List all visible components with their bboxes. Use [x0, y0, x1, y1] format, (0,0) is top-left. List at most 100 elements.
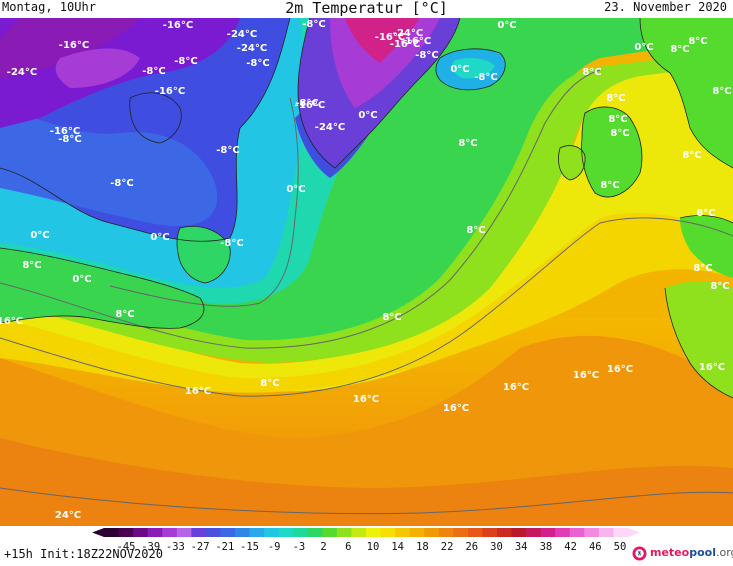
- meteopool-logo-icon: M: [632, 546, 647, 561]
- colorbar-tick-label: -27: [191, 541, 210, 553]
- temperature-label: 8°C: [696, 208, 715, 219]
- colorbar-cell: [511, 528, 527, 537]
- greenland-coast-cold: [295, 113, 370, 178]
- temperature-label: 0°C: [72, 274, 91, 285]
- colorbar-cell: [191, 528, 207, 537]
- ireland-land: [558, 145, 586, 180]
- map-footer: -45 -39 -33 -27 -21 -15 -9 -3 2 6 10 14 18 22 26 30 34 38…: [0, 526, 733, 566]
- colorbar-cell: [380, 528, 396, 537]
- temperature-label: -8°C: [110, 178, 133, 189]
- violet-patch: [55, 48, 140, 88]
- colorbar-cell: [322, 528, 338, 537]
- coastline-uk: [581, 106, 643, 198]
- colorbar-cell: [336, 528, 352, 537]
- logo-text-domain: .org: [715, 546, 733, 559]
- colorbar-cell: [249, 528, 265, 537]
- colorbar-tick-label: 42: [564, 541, 577, 553]
- temperature-label: -16°C: [295, 100, 325, 111]
- coastline-canada-north: [0, 18, 291, 242]
- logo-text-meteo: meteo: [650, 546, 690, 559]
- colorbar-tick-label: -45: [117, 541, 136, 553]
- temperature-label: 0°C: [497, 20, 516, 31]
- temperature-label: -8°C: [474, 72, 497, 83]
- coastlines: [0, 18, 733, 399]
- temperature-label: 0°C: [30, 230, 49, 241]
- colorbar-tick-label: 34: [515, 541, 528, 553]
- colorbar-cell: [569, 528, 585, 537]
- forecast-time: Montag, 10Uhr: [2, 0, 96, 14]
- colorbar-cell: [497, 528, 513, 537]
- logo-mark-letter: M: [637, 552, 642, 559]
- coastline-baffin: [129, 92, 182, 144]
- colorbar-cell: [540, 528, 556, 537]
- colorbar-cell: [278, 528, 294, 537]
- colorbar-cell: [133, 528, 149, 537]
- colorbar-tick-label: -33: [166, 541, 185, 553]
- temperature-label: 16°C: [503, 382, 529, 393]
- temperature-label: 8°C: [600, 180, 619, 191]
- forecast-date: 23. November 2020: [604, 0, 727, 14]
- temperature-label: -24°C: [315, 122, 345, 133]
- temperature-label: -16°C: [163, 20, 193, 31]
- map-title: 2m Temperatur [°C]: [285, 0, 448, 17]
- temperature-label: 8°C: [382, 312, 401, 323]
- coastline-north-america: [0, 247, 205, 329]
- temperature-label: -8°C: [216, 145, 239, 156]
- temperature-label: -8°C: [415, 50, 438, 61]
- temperature-label: -16°C: [390, 39, 420, 50]
- coastline-ireland: [558, 145, 586, 181]
- temperature-label: 8°C: [688, 36, 707, 47]
- temperature-label: 16°C: [0, 316, 23, 327]
- temperature-label: 0°C: [634, 42, 653, 53]
- coastline-iceland: [435, 48, 506, 91]
- uk-land: [581, 106, 642, 197]
- colorbar-cell: [147, 528, 163, 537]
- temperature-label: -8°C: [246, 58, 269, 69]
- north-america-land: [0, 248, 204, 329]
- temperature-label: 8°C: [670, 44, 689, 55]
- blue-light-zone: [0, 108, 218, 227]
- logo-text: meteopool.org: [650, 546, 733, 559]
- purple-deep-zone: [0, 18, 140, 78]
- temperature-label: 8°C: [582, 67, 601, 78]
- colorbar-tick-label: 10: [367, 541, 380, 553]
- temperature-label: 8°C: [608, 114, 627, 125]
- temperature-label: -8°C: [220, 238, 243, 249]
- coastline-europe: [639, 18, 733, 169]
- greenland-peak: [345, 18, 420, 63]
- colorbar-cell: [293, 528, 309, 537]
- colorbar-tick-label: 2: [320, 541, 326, 553]
- temperature-label: -16°C: [155, 86, 185, 97]
- colorbar-cell: [613, 528, 629, 537]
- temperature-label: 8°C: [458, 138, 477, 149]
- colorbar-cell: [307, 528, 323, 537]
- temperature-label: -16°C: [401, 36, 431, 47]
- temperature-label: 8°C: [682, 150, 701, 161]
- temperature-label: 16°C: [185, 386, 211, 397]
- colorbar-ticks: -45 -39 -33 -27 -21 -15 -9 -3 2 6 10 14 18 22 26 30 34 38…: [117, 541, 627, 553]
- colorbar-tick-label: -39: [141, 541, 160, 553]
- isotherm-24: [0, 487, 733, 515]
- temperature-labels: -16°C-24°C-16°C -24°C-24°C-16°C-8°C-8°C-8…: [0, 19, 732, 521]
- temperature-label: 8°C: [693, 263, 712, 274]
- temperature-label: -8°C: [58, 134, 81, 145]
- temperature-label: -24°C: [7, 67, 37, 78]
- temperature-label: 16°C: [573, 370, 599, 381]
- colorbar-cell: [584, 528, 600, 537]
- colorbar-tick-label: 46: [589, 541, 602, 553]
- colorbar-cell: [482, 528, 498, 537]
- temperature-label: 8°C: [712, 86, 731, 97]
- lightgreen-band: [0, 50, 733, 363]
- isotherm-16: [0, 217, 733, 397]
- coastline-france: [679, 215, 733, 224]
- temperature-label: -24°C: [227, 29, 257, 40]
- temperature-label: 8°C: [115, 309, 134, 320]
- colorbar-cell: [555, 528, 571, 537]
- isotherm-0: [109, 97, 299, 307]
- temperature-label: -8°C: [174, 56, 197, 67]
- meteopool-logo[interactable]: M meteopool.org: [632, 545, 733, 563]
- temperature-label: -24°C: [237, 43, 267, 54]
- colorbar-cell: [424, 528, 440, 537]
- temperature-label: 0°C: [286, 184, 305, 195]
- yellow-band: [0, 58, 733, 392]
